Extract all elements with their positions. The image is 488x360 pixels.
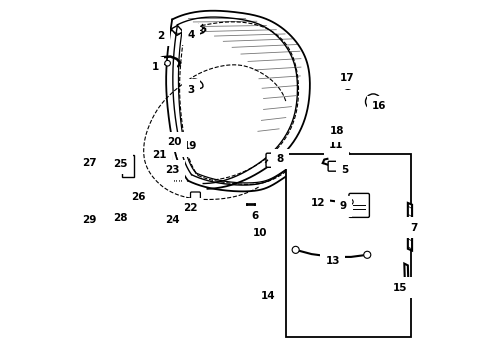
Polygon shape [140, 193, 147, 199]
FancyBboxPatch shape [122, 209, 131, 218]
Text: 5: 5 [339, 165, 347, 175]
Text: 14: 14 [261, 292, 275, 301]
Circle shape [363, 251, 370, 258]
Ellipse shape [333, 130, 341, 140]
Text: 19: 19 [182, 141, 197, 152]
Text: 15: 15 [392, 283, 407, 293]
Text: 28: 28 [113, 213, 127, 223]
Polygon shape [404, 264, 407, 289]
Circle shape [198, 26, 202, 30]
Text: 7: 7 [409, 222, 417, 233]
Text: 13: 13 [325, 256, 339, 266]
Text: 20: 20 [167, 137, 182, 147]
Text: 1: 1 [152, 62, 160, 72]
FancyBboxPatch shape [265, 153, 282, 167]
Circle shape [306, 195, 312, 201]
Circle shape [365, 94, 380, 109]
FancyBboxPatch shape [348, 193, 368, 217]
Circle shape [368, 98, 377, 106]
Text: 25: 25 [113, 159, 127, 169]
Text: 18: 18 [329, 126, 344, 136]
Circle shape [88, 160, 99, 171]
FancyBboxPatch shape [190, 145, 200, 156]
Circle shape [347, 199, 352, 205]
Text: 17: 17 [339, 73, 353, 84]
Bar [285, 153, 410, 337]
Text: 10: 10 [252, 228, 266, 238]
Text: 29: 29 [82, 215, 96, 225]
Text: 6: 6 [251, 211, 258, 221]
Text: 26: 26 [130, 192, 145, 202]
Text: 23: 23 [164, 165, 179, 175]
Polygon shape [174, 211, 181, 217]
Text: 8: 8 [276, 154, 283, 164]
FancyBboxPatch shape [122, 154, 134, 177]
Circle shape [343, 80, 352, 89]
Text: 22: 22 [183, 203, 198, 213]
Text: 11: 11 [328, 140, 343, 150]
FancyBboxPatch shape [327, 161, 341, 171]
Text: 12: 12 [310, 198, 325, 208]
Polygon shape [407, 203, 411, 251]
Text: 24: 24 [164, 215, 179, 225]
Text: 27: 27 [82, 158, 97, 168]
Circle shape [126, 164, 130, 168]
Circle shape [90, 163, 96, 169]
Polygon shape [174, 171, 181, 177]
Text: 16: 16 [371, 101, 386, 111]
Polygon shape [164, 154, 171, 161]
FancyBboxPatch shape [190, 192, 200, 204]
Ellipse shape [335, 132, 338, 138]
Text: 21: 21 [152, 150, 166, 160]
FancyBboxPatch shape [269, 287, 278, 294]
Circle shape [291, 246, 299, 253]
Text: 2: 2 [157, 30, 172, 41]
Text: 9: 9 [339, 202, 346, 211]
Polygon shape [177, 143, 184, 149]
Text: 3: 3 [187, 85, 194, 95]
Text: 4: 4 [187, 30, 194, 40]
Ellipse shape [190, 79, 203, 89]
Circle shape [164, 60, 170, 66]
